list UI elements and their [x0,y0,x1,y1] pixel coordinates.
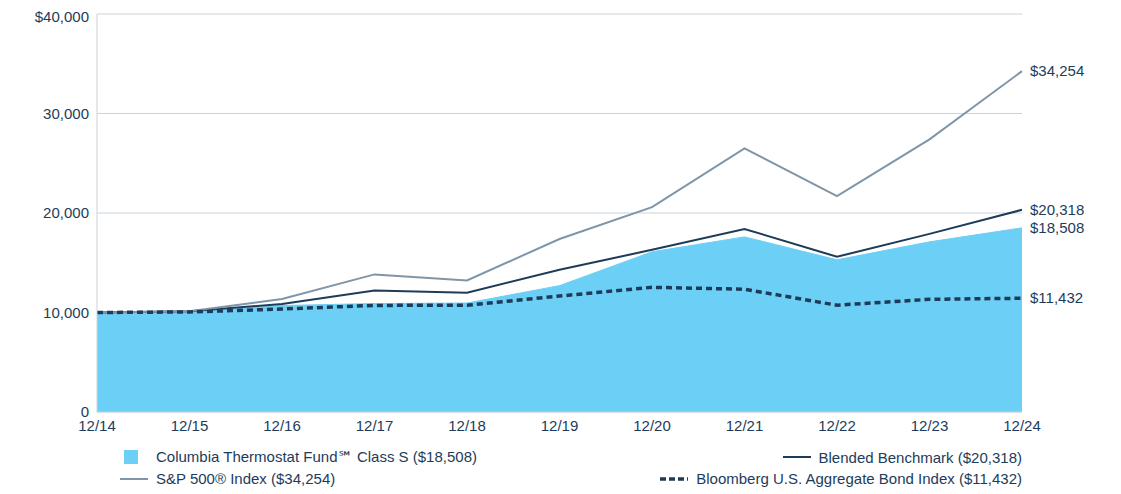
html-text:Bloomberg U.S. Aggregate Bond: Bloomberg U.S. Aggregate Bond Index ($11… [696,470,1022,487]
svg-text:12/18: 12/18 [448,417,486,434]
svg-text:12/22: 12/22 [818,417,856,434]
svg-text:20,000: 20,000 [43,204,89,221]
svg-text:$40,000: $40,000 [35,8,89,25]
svg-text:12/23: 12/23 [911,417,949,434]
svg-text:$11,432: $11,432 [1030,289,1083,306]
svg-text:$34,254: $34,254 [1030,62,1084,79]
html-text:Columbia Thermostat Fund℠ Clas: Columbia Thermostat Fund℠ Class S ($18,5… [156,448,477,465]
svg-text:12/24: 12/24 [1003,417,1041,434]
svg-text:$20,318: $20,318 [1030,201,1084,218]
svg-text:30,000: 30,000 [43,105,89,122]
svg-text:12/16: 12/16 [263,417,301,434]
html-text:Blended Benchmark ($20,318): Blended Benchmark ($20,318) [818,448,1022,466]
svg-text:$18,508: $18,508 [1030,219,1084,236]
svg-text:10,000: 10,000 [43,304,89,321]
svg-text:0: 0 [81,403,89,420]
svg-text:12/14: 12/14 [78,416,116,434]
svg-text:12/19: 12/19 [541,417,579,434]
svg-text:12/21: 12/21 [726,417,764,434]
svg-text:12/17: 12/17 [356,417,394,434]
svg-text:12/20: 12/20 [633,417,671,434]
html-text:S&P 500® Index ($34,254): S&P 500® Index ($34,254) [156,470,336,487]
svg-text:12/15: 12/15 [171,417,209,434]
